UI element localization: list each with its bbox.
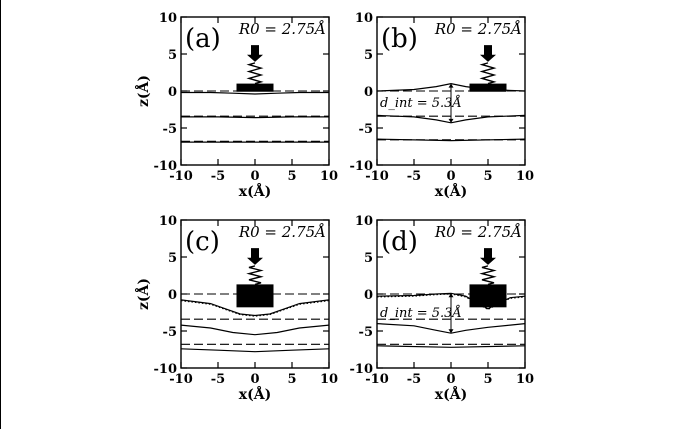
panel-2: -10 -5 0 5 10 10 5 0 -5 -10 x(Å) (b) R0 = 2.75Å d_int… — [350, 11, 535, 200]
tip-icon — [236, 248, 274, 308]
x-tick-label: -10 — [365, 372, 389, 387]
layer-solid-2 — [180, 299, 330, 317]
x-axis-label: x(Å) — [239, 182, 271, 200]
x-axis-label: x(Å) — [435, 385, 467, 403]
y-tick-label: 0 — [168, 85, 177, 100]
y-tick-label: -5 — [163, 325, 177, 340]
panel-1: -10 -5 0 5 10 10 5 0 -5 -10 x(Å) z(Å) (a) R0 = 2.75Å — [134, 11, 338, 200]
y-axis-label: z(Å) — [134, 75, 152, 107]
tip-spring — [479, 265, 497, 286]
x-tick-label: -10 — [169, 169, 193, 184]
x-tick-label: -10 — [169, 372, 193, 387]
y-axis-label: z(Å) — [134, 278, 152, 310]
tip-block — [236, 83, 274, 92]
panel-label: (c) — [185, 227, 220, 257]
y-tick-label: -5 — [163, 122, 177, 137]
tip-spring — [246, 265, 264, 286]
d-int-arrow-top — [448, 83, 454, 88]
d-int-arrow-bottom — [448, 329, 454, 334]
x-axis-label: x(Å) — [435, 182, 467, 200]
d-int-label: d_int = 5.3Å — [380, 305, 462, 321]
tip-arrow-icon — [247, 45, 263, 62]
layer-solid-5 — [376, 323, 526, 334]
x-tick-label: -5 — [407, 372, 421, 387]
x-tick-label: 0 — [250, 169, 259, 184]
tip-spring — [246, 62, 264, 85]
y-tick-label: 5 — [168, 48, 177, 63]
radius-annotation: R0 = 2.75Å — [434, 223, 522, 241]
tip-icon — [236, 45, 274, 92]
panel-label: (a) — [185, 24, 221, 54]
tip-block — [469, 284, 507, 308]
layer-dotted-3 — [180, 300, 330, 317]
x-tick-label: 10 — [516, 372, 534, 387]
x-tick-label: -5 — [211, 372, 225, 387]
y-tick-label: 0 — [364, 85, 373, 100]
y-tick-label: 10 — [355, 214, 373, 229]
tip-spring — [479, 62, 497, 85]
x-tick-label: 10 — [516, 169, 534, 184]
y-tick-label: -10 — [154, 362, 178, 377]
y-tick-label: -5 — [359, 122, 373, 137]
y-tick-label: 5 — [168, 251, 177, 266]
layer-solid-4 — [181, 116, 329, 119]
tip-arrow-icon — [480, 45, 496, 62]
panel-4: -10 -5 0 5 10 10 5 0 -5 -10 x(Å) (d) R0 = 2.75Å d_int… — [350, 214, 535, 403]
x-axis-label: x(Å) — [239, 385, 271, 403]
layer-solid-7 — [376, 345, 526, 348]
panel-label: (b) — [381, 24, 418, 54]
y-tick-label: 0 — [364, 288, 373, 303]
y-tick-label: 10 — [355, 11, 373, 26]
d-int-label: d_int = 5.3Å — [380, 95, 462, 111]
tip-block — [469, 83, 507, 92]
y-tick-label: -10 — [154, 159, 178, 174]
x-tick-label: -10 — [365, 169, 389, 184]
y-tick-label: 5 — [364, 251, 373, 266]
x-tick-label: 10 — [320, 169, 338, 184]
y-tick-label: -5 — [359, 325, 373, 340]
x-tick-label: 5 — [287, 169, 296, 184]
x-tick-label: 0 — [446, 169, 455, 184]
x-tick-label: 0 — [250, 372, 259, 387]
radius-annotation: R0 = 2.75Å — [238, 223, 326, 241]
d-int-arrow-top — [448, 293, 454, 298]
d-int-arrow-bottom — [448, 118, 454, 123]
layer-solid-2 — [181, 91, 329, 95]
y-tick-label: 10 — [159, 214, 177, 229]
x-tick-label: 5 — [483, 169, 492, 184]
tip-arrow-icon — [247, 248, 263, 265]
y-tick-label: 5 — [364, 48, 373, 63]
x-tick-label: 0 — [446, 372, 455, 387]
layer-solid-6 — [376, 138, 526, 142]
layer-solid-7 — [180, 348, 330, 353]
x-tick-label: 5 — [483, 372, 492, 387]
panel-3: -10 -5 0 5 10 10 5 0 -5 -10 x(Å) z(Å) (c) R0 = 2.75Å — [134, 214, 338, 403]
tip-arrow-icon — [480, 248, 496, 265]
tip-icon — [469, 45, 507, 92]
x-tick-label: 10 — [320, 372, 338, 387]
x-tick-label: -5 — [407, 169, 421, 184]
y-tick-label: 0 — [168, 288, 177, 303]
x-tick-label: 5 — [287, 372, 296, 387]
radius-annotation: R0 = 2.75Å — [434, 20, 522, 38]
y-tick-label: -10 — [350, 159, 374, 174]
layer-solid-5 — [180, 324, 330, 336]
radius-annotation: R0 = 2.75Å — [238, 20, 326, 38]
panel-label: (d) — [381, 227, 418, 257]
y-tick-label: 10 — [159, 11, 177, 26]
tip-block — [236, 284, 274, 308]
x-tick-label: -5 — [211, 169, 225, 184]
y-tick-label: -10 — [350, 362, 374, 377]
tip-icon — [469, 248, 507, 308]
